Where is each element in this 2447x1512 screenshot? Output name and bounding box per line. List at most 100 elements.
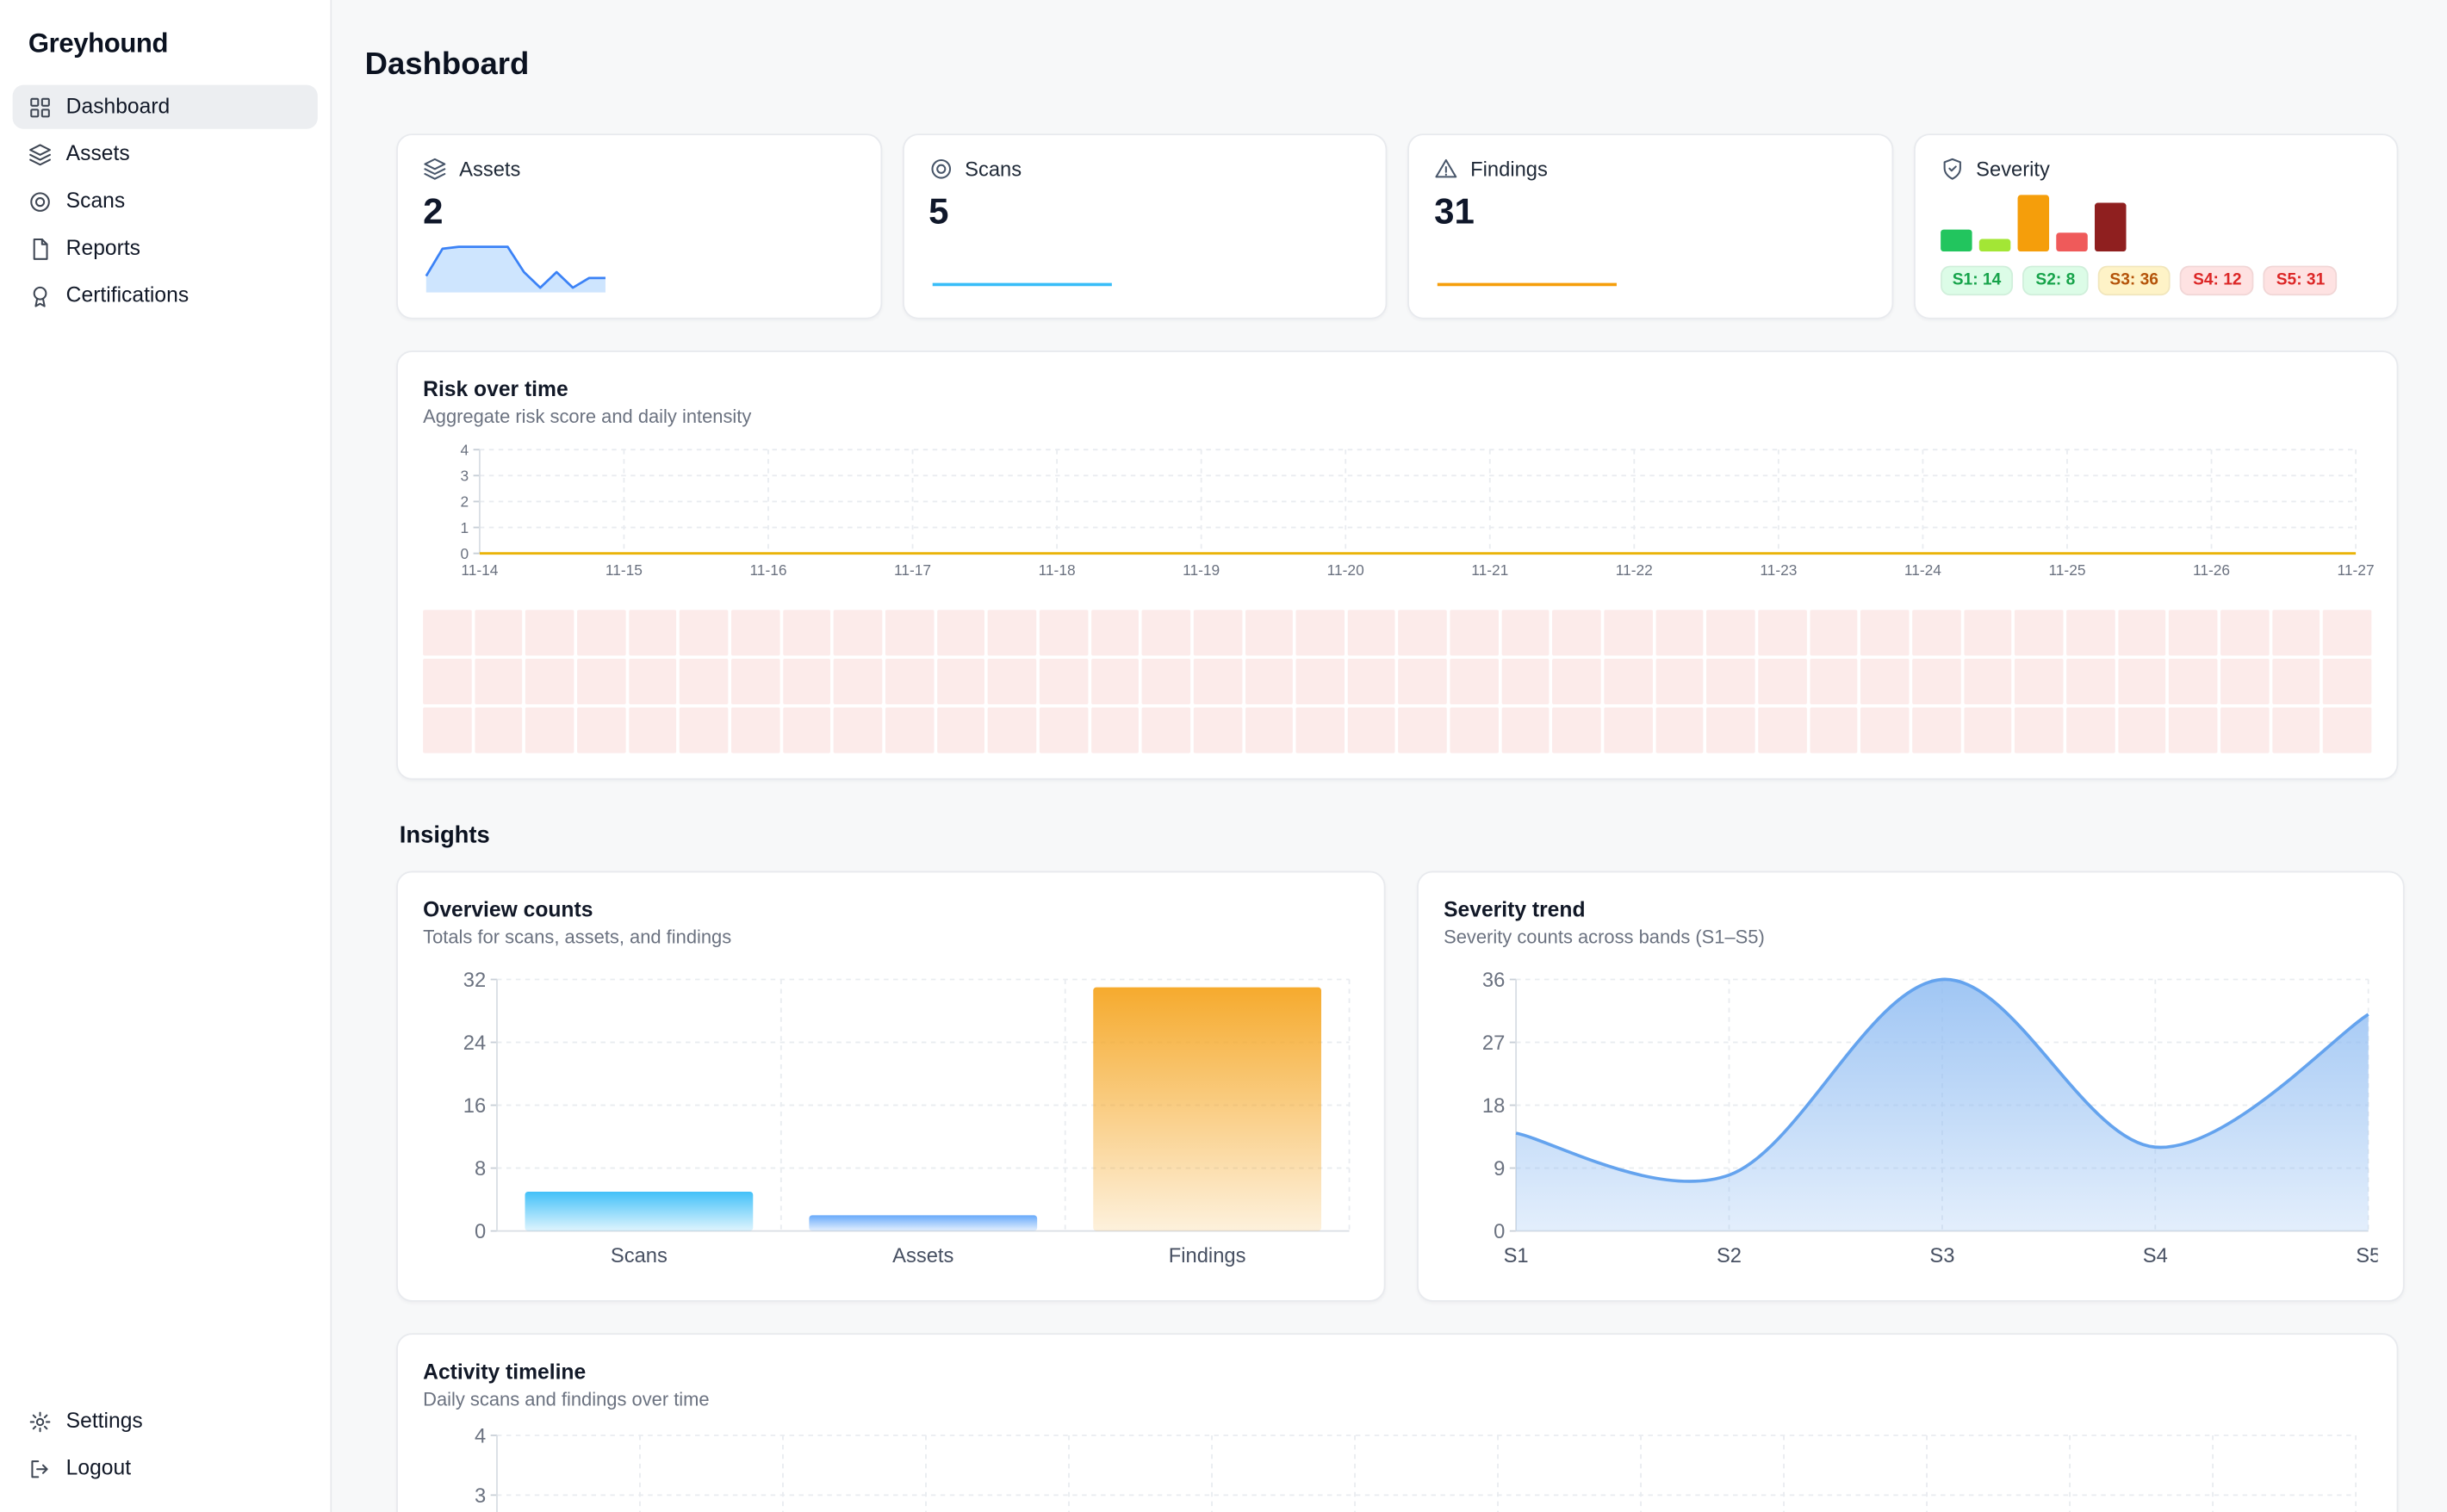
sidebar-item-assets[interactable]: Assets — [13, 132, 318, 176]
heatmap-cell — [2066, 610, 2115, 656]
heatmap-cell — [782, 707, 831, 753]
heatmap-cell — [1963, 707, 2012, 753]
heatmap-cell — [782, 610, 831, 656]
heatmap-cell — [628, 707, 677, 753]
heatmap-cell — [1039, 610, 1088, 656]
sidebar-item-settings[interactable]: Settings — [13, 1399, 318, 1443]
svg-text:11-18: 11-18 — [1039, 561, 1076, 579]
svg-text:11-24: 11-24 — [1904, 561, 1941, 579]
panel-title: Risk over time — [423, 377, 568, 401]
heatmap-cell — [2117, 707, 2166, 753]
heatmap-cell — [1860, 659, 1910, 704]
heatmap-cell — [525, 707, 574, 753]
heatmap-cell — [834, 610, 883, 656]
panel-title: Overview counts — [423, 897, 593, 921]
heatmap-cell — [1245, 659, 1294, 704]
svg-text:11-27: 11-27 — [2338, 561, 2375, 579]
heatmap-cell — [1860, 707, 1910, 753]
heatmap-cell — [2169, 610, 2218, 656]
heatmap-cell — [936, 659, 985, 704]
svg-text:11-19: 11-19 — [1183, 561, 1220, 579]
stat-value: 31 — [1434, 189, 1475, 232]
sidebar-item-logout[interactable]: Logout — [13, 1447, 318, 1490]
heatmap-cell — [2323, 659, 2372, 704]
heatmap-cell — [1141, 659, 1190, 704]
svg-text:16: 16 — [463, 1095, 486, 1118]
heatmap-cell — [1141, 707, 1190, 753]
heatmap-cell — [885, 659, 934, 704]
heatmap-cell — [1552, 707, 1601, 753]
alert-icon — [1434, 158, 1457, 181]
heatmap-cell — [2015, 610, 2064, 656]
stat-cards-row: Assets 2 Scans 5 Findings — [396, 133, 2399, 319]
heatmap-cell — [2271, 659, 2320, 704]
heatmap-cell — [782, 659, 831, 704]
svg-text:Scans: Scans — [611, 1245, 668, 1267]
severity-badge: S2: 8 — [2022, 265, 2088, 295]
heatmap-cell — [1758, 659, 1807, 704]
heatmap-cell — [1141, 610, 1190, 656]
shield-icon — [1940, 158, 1963, 181]
stat-card-severity: Severity S1: 14 S2: 8 S3: 36 S4: 12 S5: 31 — [1913, 133, 2399, 319]
sidebar-item-label: Dashboard — [65, 94, 171, 118]
heatmap-cell — [2117, 610, 2166, 656]
stat-card-header: Scans — [928, 158, 1360, 181]
heatmap-cell — [1295, 659, 1345, 704]
svg-text:8: 8 — [475, 1158, 486, 1180]
heatmap-cell — [1450, 707, 1499, 753]
heatmap-cell — [1347, 659, 1396, 704]
heatmap-cell — [525, 610, 574, 656]
scans-sparkline — [931, 283, 1111, 287]
svg-text:S2: S2 — [1717, 1245, 1742, 1267]
risk-panel: Risk over time Aggregate risk score and … — [396, 350, 2399, 780]
heatmap-cell — [1193, 707, 1242, 753]
heatmap-cell — [680, 707, 729, 753]
heatmap-cell — [730, 707, 779, 753]
svg-text:27: 27 — [1482, 1032, 1505, 1055]
heatmap-cell — [1604, 707, 1653, 753]
svg-text:S4: S4 — [2143, 1245, 2168, 1267]
svg-text:11-16: 11-16 — [749, 561, 786, 579]
heatmap-cell — [1655, 659, 1705, 704]
sidebar-item-reports[interactable]: Reports — [13, 226, 318, 270]
stat-card-header: Assets — [423, 158, 854, 181]
stat-label: Severity — [1976, 157, 2050, 181]
severity-trend-chart: 0 9 18 27 36 S1 S2 S3 S4 S5 — [1482, 970, 2378, 1267]
insights-heading: Insights — [399, 821, 490, 849]
findings-sparkline — [1437, 283, 1617, 287]
svg-text:4: 4 — [460, 441, 469, 458]
stat-value: 2 — [423, 189, 444, 232]
svg-text:2: 2 — [460, 493, 469, 511]
heatmap-cell — [2220, 659, 2270, 704]
heatmap-cell — [885, 610, 934, 656]
layers-icon — [28, 142, 52, 165]
heatmap-cell — [2066, 707, 2115, 753]
svg-text:S5: S5 — [2356, 1245, 2377, 1267]
heatmap-cell — [1810, 610, 1859, 656]
panel-subtitle: Aggregate risk score and daily intensity — [423, 406, 752, 428]
sidebar-item-certifications[interactable]: Certifications — [13, 274, 318, 318]
heatmap-cell — [1552, 659, 1601, 704]
heatmap-cell — [2169, 707, 2218, 753]
stat-card-scans: Scans 5 — [902, 133, 1388, 319]
svg-text:0: 0 — [475, 1221, 486, 1243]
svg-text:9: 9 — [1494, 1158, 1505, 1180]
svg-text:11-21: 11-21 — [1471, 561, 1508, 579]
heatmap-cell — [2323, 707, 2372, 753]
sidebar-item-scans[interactable]: Scans — [13, 179, 318, 223]
page-title: Dashboard — [364, 46, 530, 82]
sidebar-item-dashboard[interactable]: Dashboard — [12, 84, 318, 129]
heatmap-cell — [2015, 707, 2064, 753]
award-icon — [28, 284, 52, 307]
heatmap-cell — [1039, 707, 1088, 753]
panel-title: Severity trend — [1444, 897, 1586, 921]
heatmap-cell — [1347, 610, 1396, 656]
heatmap-cell — [1501, 610, 1550, 656]
heatmap-cell — [2169, 659, 2218, 704]
target-icon — [28, 189, 52, 213]
heatmap-cell — [1758, 707, 1807, 753]
overview-counts-panel: Overview counts Totals for scans, assets… — [396, 871, 1386, 1302]
heatmap-cell — [1655, 610, 1705, 656]
insights-grid: Overview counts Totals for scans, assets… — [396, 871, 2405, 1302]
heatmap-cell — [1501, 659, 1550, 704]
